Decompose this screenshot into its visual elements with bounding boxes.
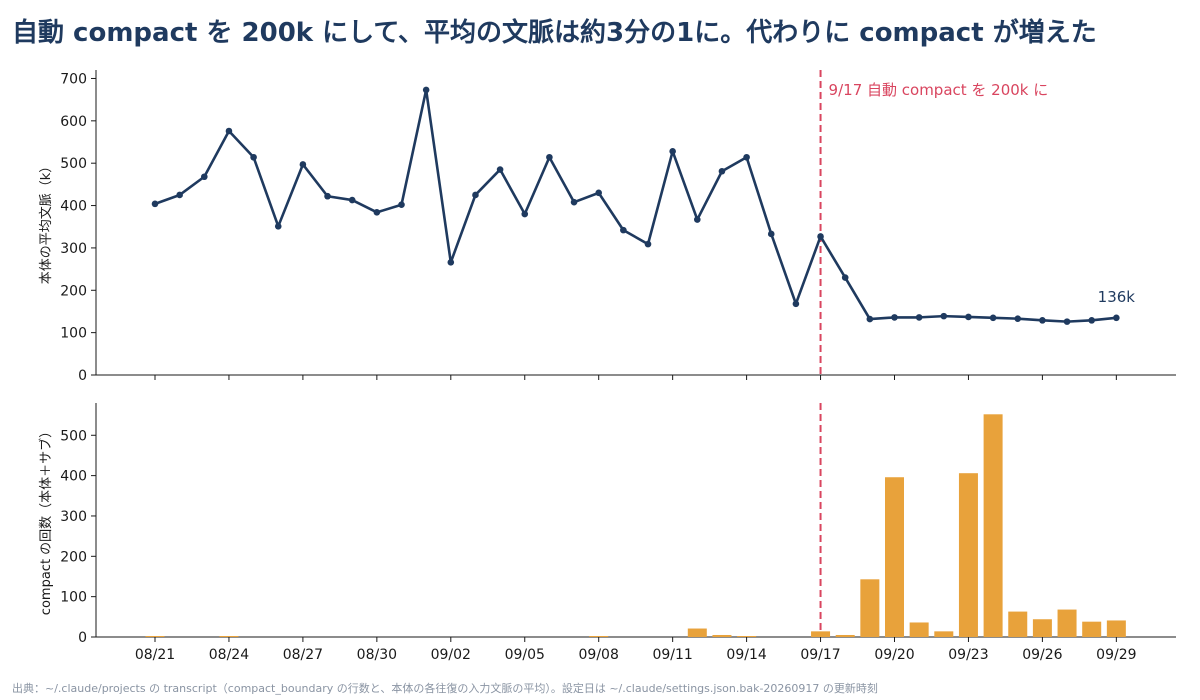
- x-tick-label: 09/26: [1022, 647, 1062, 663]
- source-footnote: 出典：~/.claude/projects の transcript（compa…: [12, 682, 878, 695]
- bar: [737, 636, 757, 637]
- bar: [860, 579, 880, 637]
- data-point: [767, 230, 775, 238]
- data-point: [422, 86, 430, 94]
- y-tick-label: 100: [60, 590, 87, 606]
- data-point: [940, 312, 948, 320]
- marker-annotation: 9/17 自動 compact を 200k に: [829, 81, 1049, 99]
- y-axis-label: compact の回数（本体＋サブ）: [38, 425, 54, 615]
- data-point: [225, 127, 233, 135]
- bar: [1008, 611, 1028, 637]
- data-point: [743, 153, 750, 161]
- data-point: [176, 191, 183, 199]
- y-tick-label: 200: [60, 283, 87, 299]
- x-tick-label: 08/21: [135, 647, 175, 663]
- data-point: [792, 300, 800, 308]
- data-point: [1039, 317, 1046, 324]
- data-point: [373, 209, 381, 216]
- end-value-label: 136k: [1098, 288, 1136, 306]
- y-tick-label: 100: [60, 326, 87, 342]
- y-tick-label: 400: [60, 199, 87, 215]
- y-tick-label: 400: [60, 469, 87, 485]
- data-point: [496, 166, 504, 173]
- data-point: [644, 240, 652, 248]
- x-tick-label: 09/14: [726, 647, 766, 663]
- data-point: [521, 210, 529, 218]
- bar: [687, 628, 707, 637]
- data-point: [570, 198, 578, 206]
- x-tick-label: 09/20: [874, 647, 914, 663]
- data-point: [866, 315, 874, 323]
- data-point: [891, 314, 898, 321]
- y-tick-label: 300: [60, 241, 87, 257]
- y-tick-label: 300: [60, 509, 87, 525]
- bar: [811, 631, 831, 637]
- data-point: [915, 314, 923, 321]
- data-point: [718, 167, 726, 175]
- x-tick-label: 09/29: [1096, 647, 1136, 663]
- y-tick-label: 500: [60, 428, 87, 444]
- bar: [712, 634, 732, 637]
- x-tick-label: 09/11: [652, 647, 692, 663]
- data-point: [817, 233, 824, 240]
- data-point: [965, 313, 972, 321]
- data-point: [274, 223, 282, 230]
- x-tick-label: 09/02: [431, 647, 471, 663]
- data-point: [398, 201, 405, 209]
- x-tick-label: 09/05: [505, 647, 545, 663]
- data-point: [694, 216, 701, 223]
- y-tick-label: 200: [60, 549, 87, 565]
- data-point: [299, 161, 307, 168]
- bar: [983, 414, 1003, 637]
- x-tick-label: 09/23: [948, 647, 988, 663]
- y-tick-label: 0: [78, 630, 87, 646]
- data-point: [324, 192, 331, 200]
- chart-title: 自動 compact を 200k にして、平均の文脈は約3分の1に。代わりに …: [12, 18, 1097, 48]
- data-point: [1063, 318, 1071, 325]
- series-line: [154, 88, 1117, 323]
- data-point: [348, 196, 356, 204]
- bar: [885, 477, 904, 637]
- bar: [589, 636, 609, 637]
- data-point: [201, 173, 208, 181]
- data-point: [620, 226, 627, 234]
- data-point: [1014, 315, 1022, 322]
- y-tick-label: 500: [60, 156, 87, 172]
- bar: [219, 636, 239, 637]
- bar: [934, 631, 954, 637]
- data-point: [1088, 317, 1095, 324]
- x-tick-label: 08/27: [283, 647, 323, 663]
- y-tick-label: 0: [78, 368, 87, 384]
- data-point: [669, 148, 676, 155]
- bar: [1032, 619, 1052, 637]
- data-point: [151, 200, 159, 208]
- data-point: [595, 189, 602, 197]
- data-point: [546, 153, 553, 161]
- data-point: [447, 259, 455, 266]
- bar: [1082, 621, 1102, 637]
- y-tick-label: 700: [60, 71, 87, 87]
- data-point: [250, 153, 257, 161]
- x-tick-label: 08/24: [209, 647, 249, 663]
- data-point: [1113, 314, 1120, 322]
- x-tick-label: 09/08: [579, 647, 619, 663]
- bar: [909, 622, 929, 637]
- data-point: [989, 314, 997, 322]
- data-point: [472, 191, 479, 199]
- x-tick-label: 08/30: [357, 647, 397, 663]
- bar: [835, 634, 855, 637]
- bar: [1057, 609, 1077, 637]
- y-axis-label: 本体の平均文脈（k）: [39, 160, 54, 285]
- data-point: [841, 274, 849, 281]
- x-tick-label: 09/17: [800, 647, 840, 663]
- bar: [1106, 620, 1126, 637]
- bar: [958, 473, 978, 637]
- bar: [145, 636, 165, 637]
- y-tick-label: 600: [60, 114, 87, 130]
